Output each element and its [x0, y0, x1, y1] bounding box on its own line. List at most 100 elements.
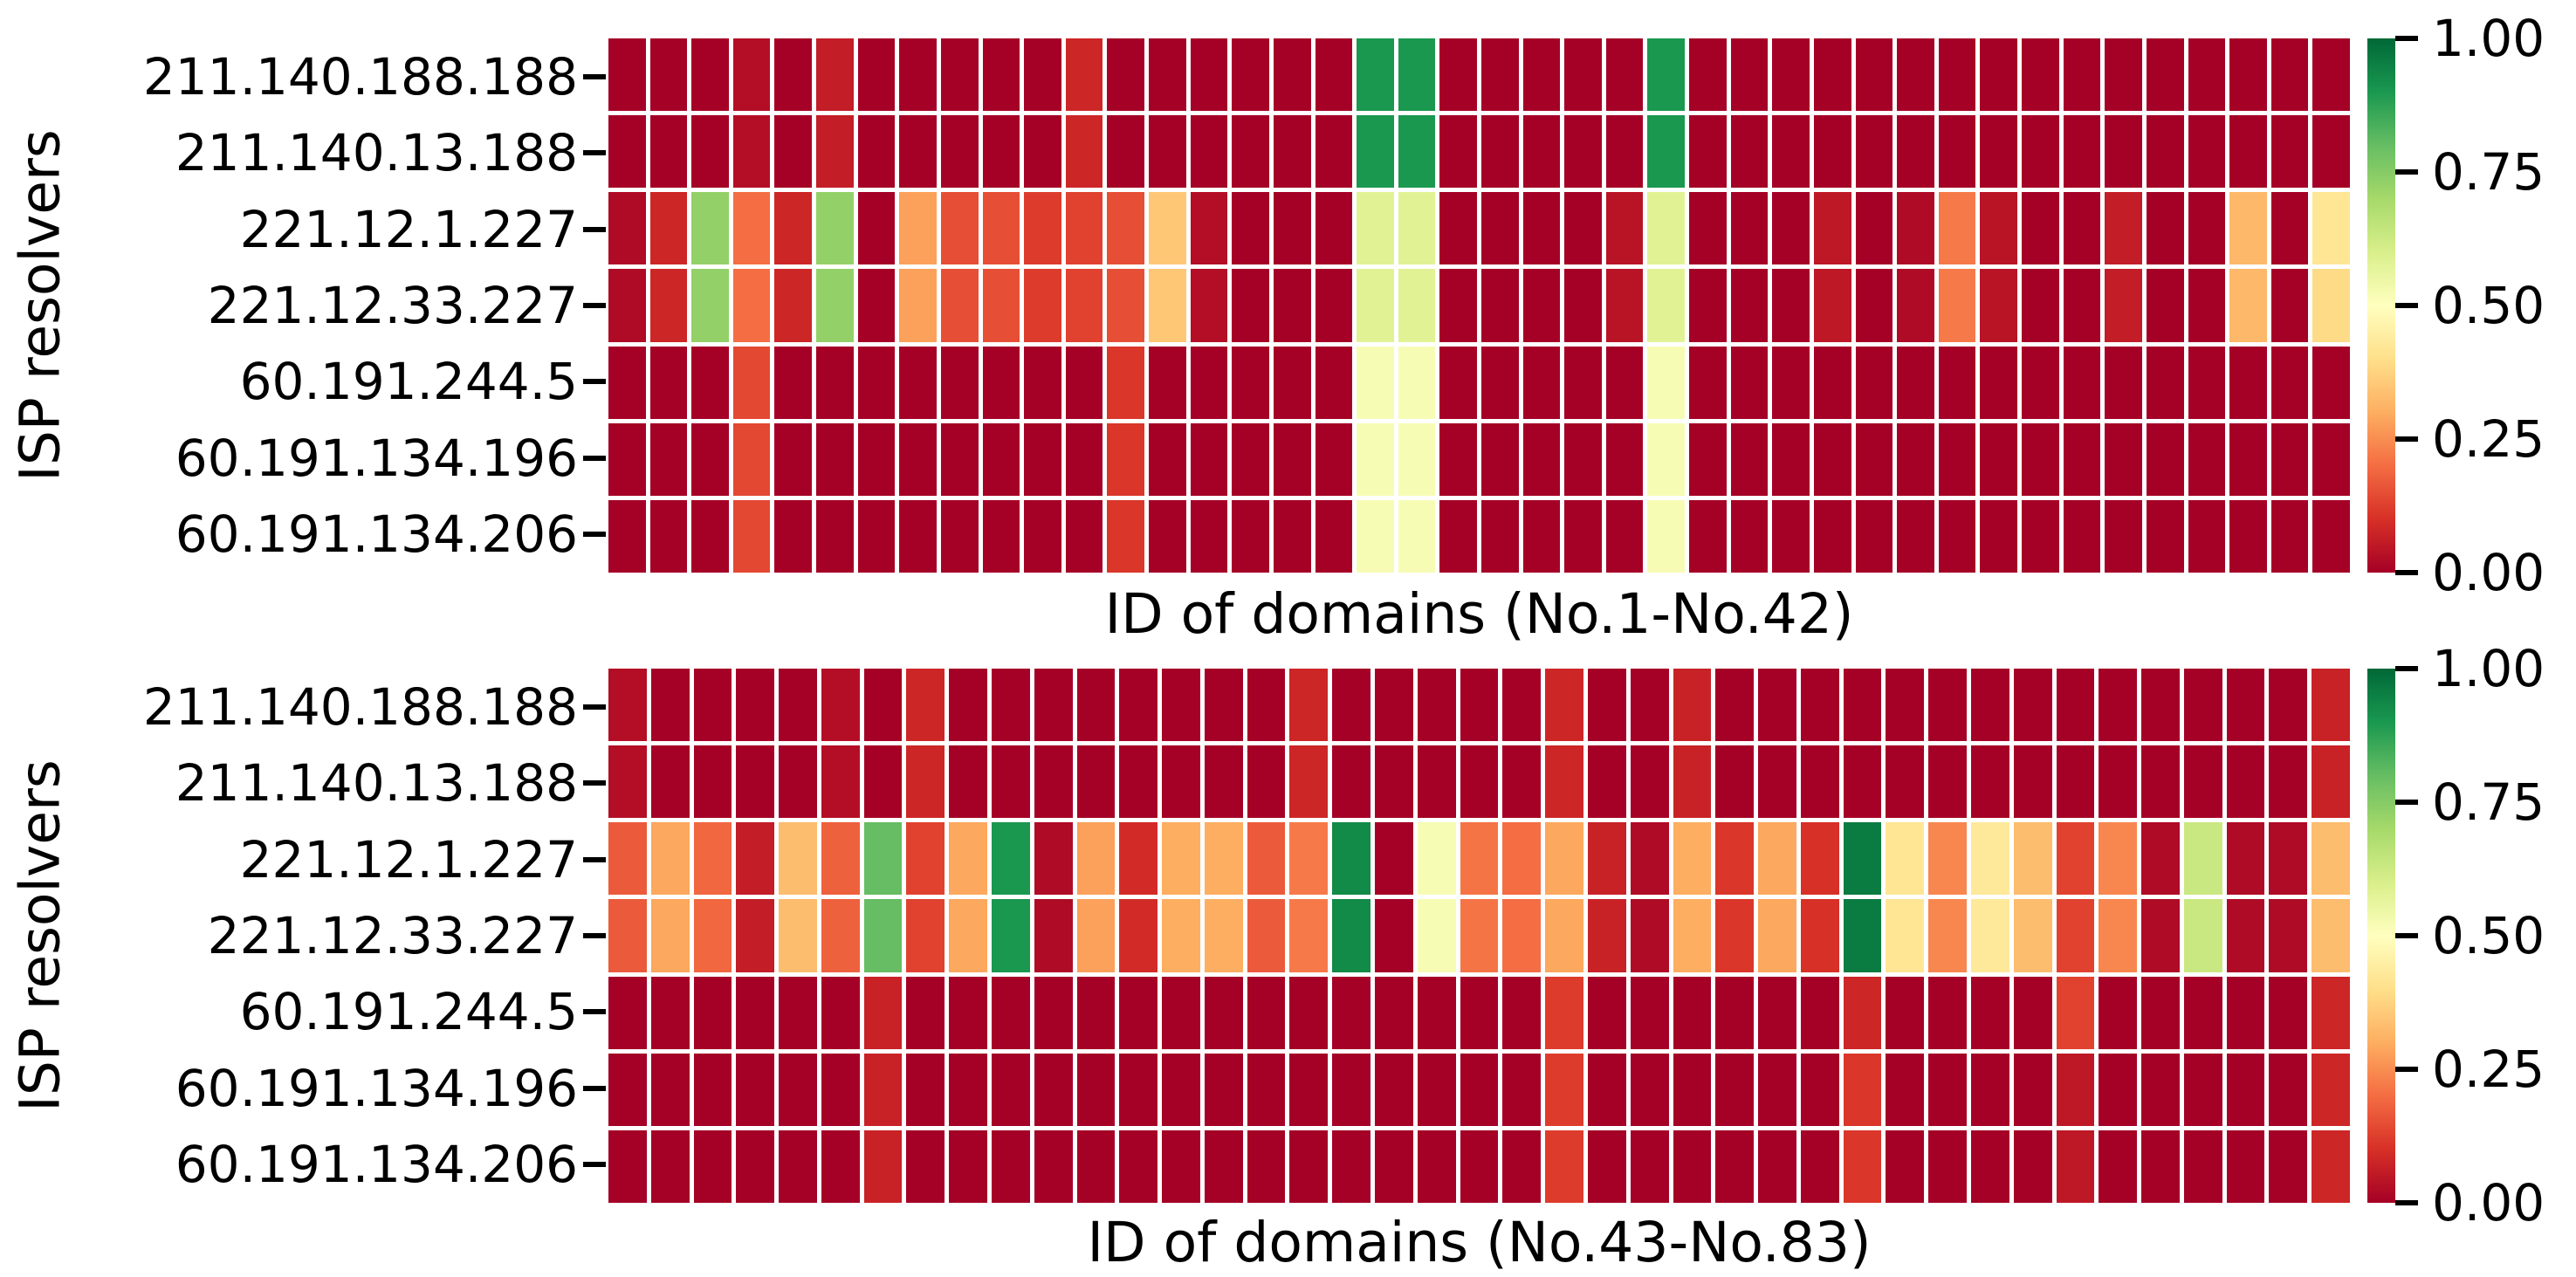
heatmap-cell: [649, 499, 688, 573]
heatmap-cell: [1119, 1053, 1158, 1126]
heatmap-cell: [1730, 269, 1769, 342]
heatmap-cell: [1564, 115, 1602, 189]
y-tick-mark: [583, 303, 606, 308]
heatmap-cell: [1938, 115, 1976, 189]
heatmap-cell: [949, 1053, 988, 1126]
heatmap-cell: [1855, 499, 1893, 573]
heatmap-cell: [1605, 38, 1644, 112]
heatmap-cell: [2063, 38, 2101, 112]
heatmap-cell: [2226, 976, 2265, 1049]
colorbar-tick-mark: [2395, 666, 2418, 671]
heatmap-cell: [940, 38, 979, 112]
heatmap-cell: [1289, 976, 1329, 1049]
colorbar-tick-label: 0.50: [2432, 906, 2545, 965]
heatmap-cell: [1800, 745, 1839, 819]
heatmap-cell: [2099, 899, 2138, 972]
heatmap-cell: [2226, 669, 2265, 742]
heatmap-cell: [1119, 976, 1158, 1049]
heatmap-cell: [1564, 38, 1602, 112]
y-tick-label: 60.191.134.206: [175, 1135, 578, 1195]
heatmap-cell: [608, 899, 647, 972]
heatmap-cell: [1107, 422, 1145, 496]
heatmap-cell: [736, 822, 775, 896]
heatmap-cell: [1564, 422, 1602, 496]
heatmap-cell: [1772, 346, 1810, 419]
heatmap-grid: [608, 38, 2350, 573]
heatmap-cell: [982, 422, 1020, 496]
heatmap-cell: [650, 1053, 690, 1126]
heatmap-cell: [608, 38, 646, 112]
heatmap-cell: [1928, 899, 1967, 972]
heatmap-cell: [1522, 38, 1561, 112]
heatmap-cell: [2312, 346, 2350, 419]
y-tick-label: 221.12.1.227: [239, 199, 578, 259]
heatmap-cell: [1439, 269, 1477, 342]
heatmap-cell: [1938, 346, 1976, 419]
heatmap-cell: [1673, 745, 1712, 819]
heatmap-cell: [1938, 422, 1976, 496]
heatmap-cell: [1247, 745, 1286, 819]
colorbar: [2367, 669, 2395, 1203]
heatmap-cell: [1232, 115, 1269, 189]
heatmap-cell: [650, 976, 690, 1049]
heatmap-cell: [992, 899, 1030, 972]
heatmap-cell: [1758, 669, 1796, 742]
heatmap-cell: [2312, 669, 2350, 742]
heatmap-cell: [1970, 899, 2009, 972]
heatmap-cell: [1417, 1129, 1456, 1203]
heatmap-cell: [1460, 669, 1499, 742]
colorbar-tick-mark: [2395, 1067, 2418, 1072]
heatmap-cell: [1065, 192, 1103, 265]
heatmap-cell: [2146, 38, 2184, 112]
y-tick-mark: [583, 73, 606, 79]
heatmap-cell: [1247, 822, 1286, 896]
heatmap-cell: [2022, 192, 2059, 265]
heatmap-cell: [650, 1129, 690, 1203]
heatmap-cell: [940, 422, 979, 496]
heatmap-cell: [2013, 745, 2052, 819]
heatmap-cell: [1938, 192, 1976, 265]
heatmap-cell: [1545, 976, 1583, 1049]
heatmap-cell: [1481, 499, 1519, 573]
heatmap-cell: [736, 745, 775, 819]
heatmap-cell: [816, 499, 854, 573]
heatmap-cell: [1730, 192, 1769, 265]
heatmap-cell: [774, 38, 813, 112]
heatmap-cell: [1375, 1129, 1413, 1203]
heatmap-cell: [1970, 1053, 2009, 1126]
heatmap-cell: [899, 38, 937, 112]
heatmap-cell: [779, 1129, 817, 1203]
heatmap-cell: [1522, 422, 1561, 496]
heatmap-cell: [906, 745, 945, 819]
heatmap-cell: [1970, 976, 2009, 1049]
heatmap-cell: [1730, 115, 1769, 189]
heatmap-cell: [2146, 192, 2184, 265]
heatmap-cell: [1024, 192, 1061, 265]
heatmap-cell: [2099, 822, 2138, 896]
heatmap-cell: [1758, 822, 1796, 896]
heatmap-cell: [1647, 269, 1686, 342]
heatmap-cell: [1545, 1129, 1583, 1203]
heatmap-cell: [1928, 669, 1967, 742]
heatmap-cell: [1357, 192, 1394, 265]
heatmap-cell: [2269, 745, 2308, 819]
heatmap-cell: [1375, 1053, 1413, 1126]
heatmap-cell: [693, 669, 732, 742]
heatmap-cell: [899, 269, 937, 342]
heatmap-cell: [608, 499, 646, 573]
heatmap-cell: [608, 115, 646, 189]
heatmap-cell: [608, 1129, 647, 1203]
heatmap-cell: [1587, 976, 1626, 1049]
heatmap-cell: [2312, 1053, 2350, 1126]
heatmap-cell: [1522, 499, 1561, 573]
heatmap-cell: [2188, 422, 2226, 496]
heatmap-cell: [2269, 669, 2308, 742]
heatmap-cell: [2141, 822, 2180, 896]
heatmap-cell: [779, 899, 817, 972]
heatmap-cell: [2105, 499, 2142, 573]
heatmap-cell: [2229, 269, 2267, 342]
heatmap-cell: [1886, 1129, 1925, 1203]
heatmap-cell: [650, 822, 690, 896]
colorbar-tick-label: 1.00: [2432, 639, 2545, 698]
heatmap-cell: [1758, 1129, 1796, 1203]
